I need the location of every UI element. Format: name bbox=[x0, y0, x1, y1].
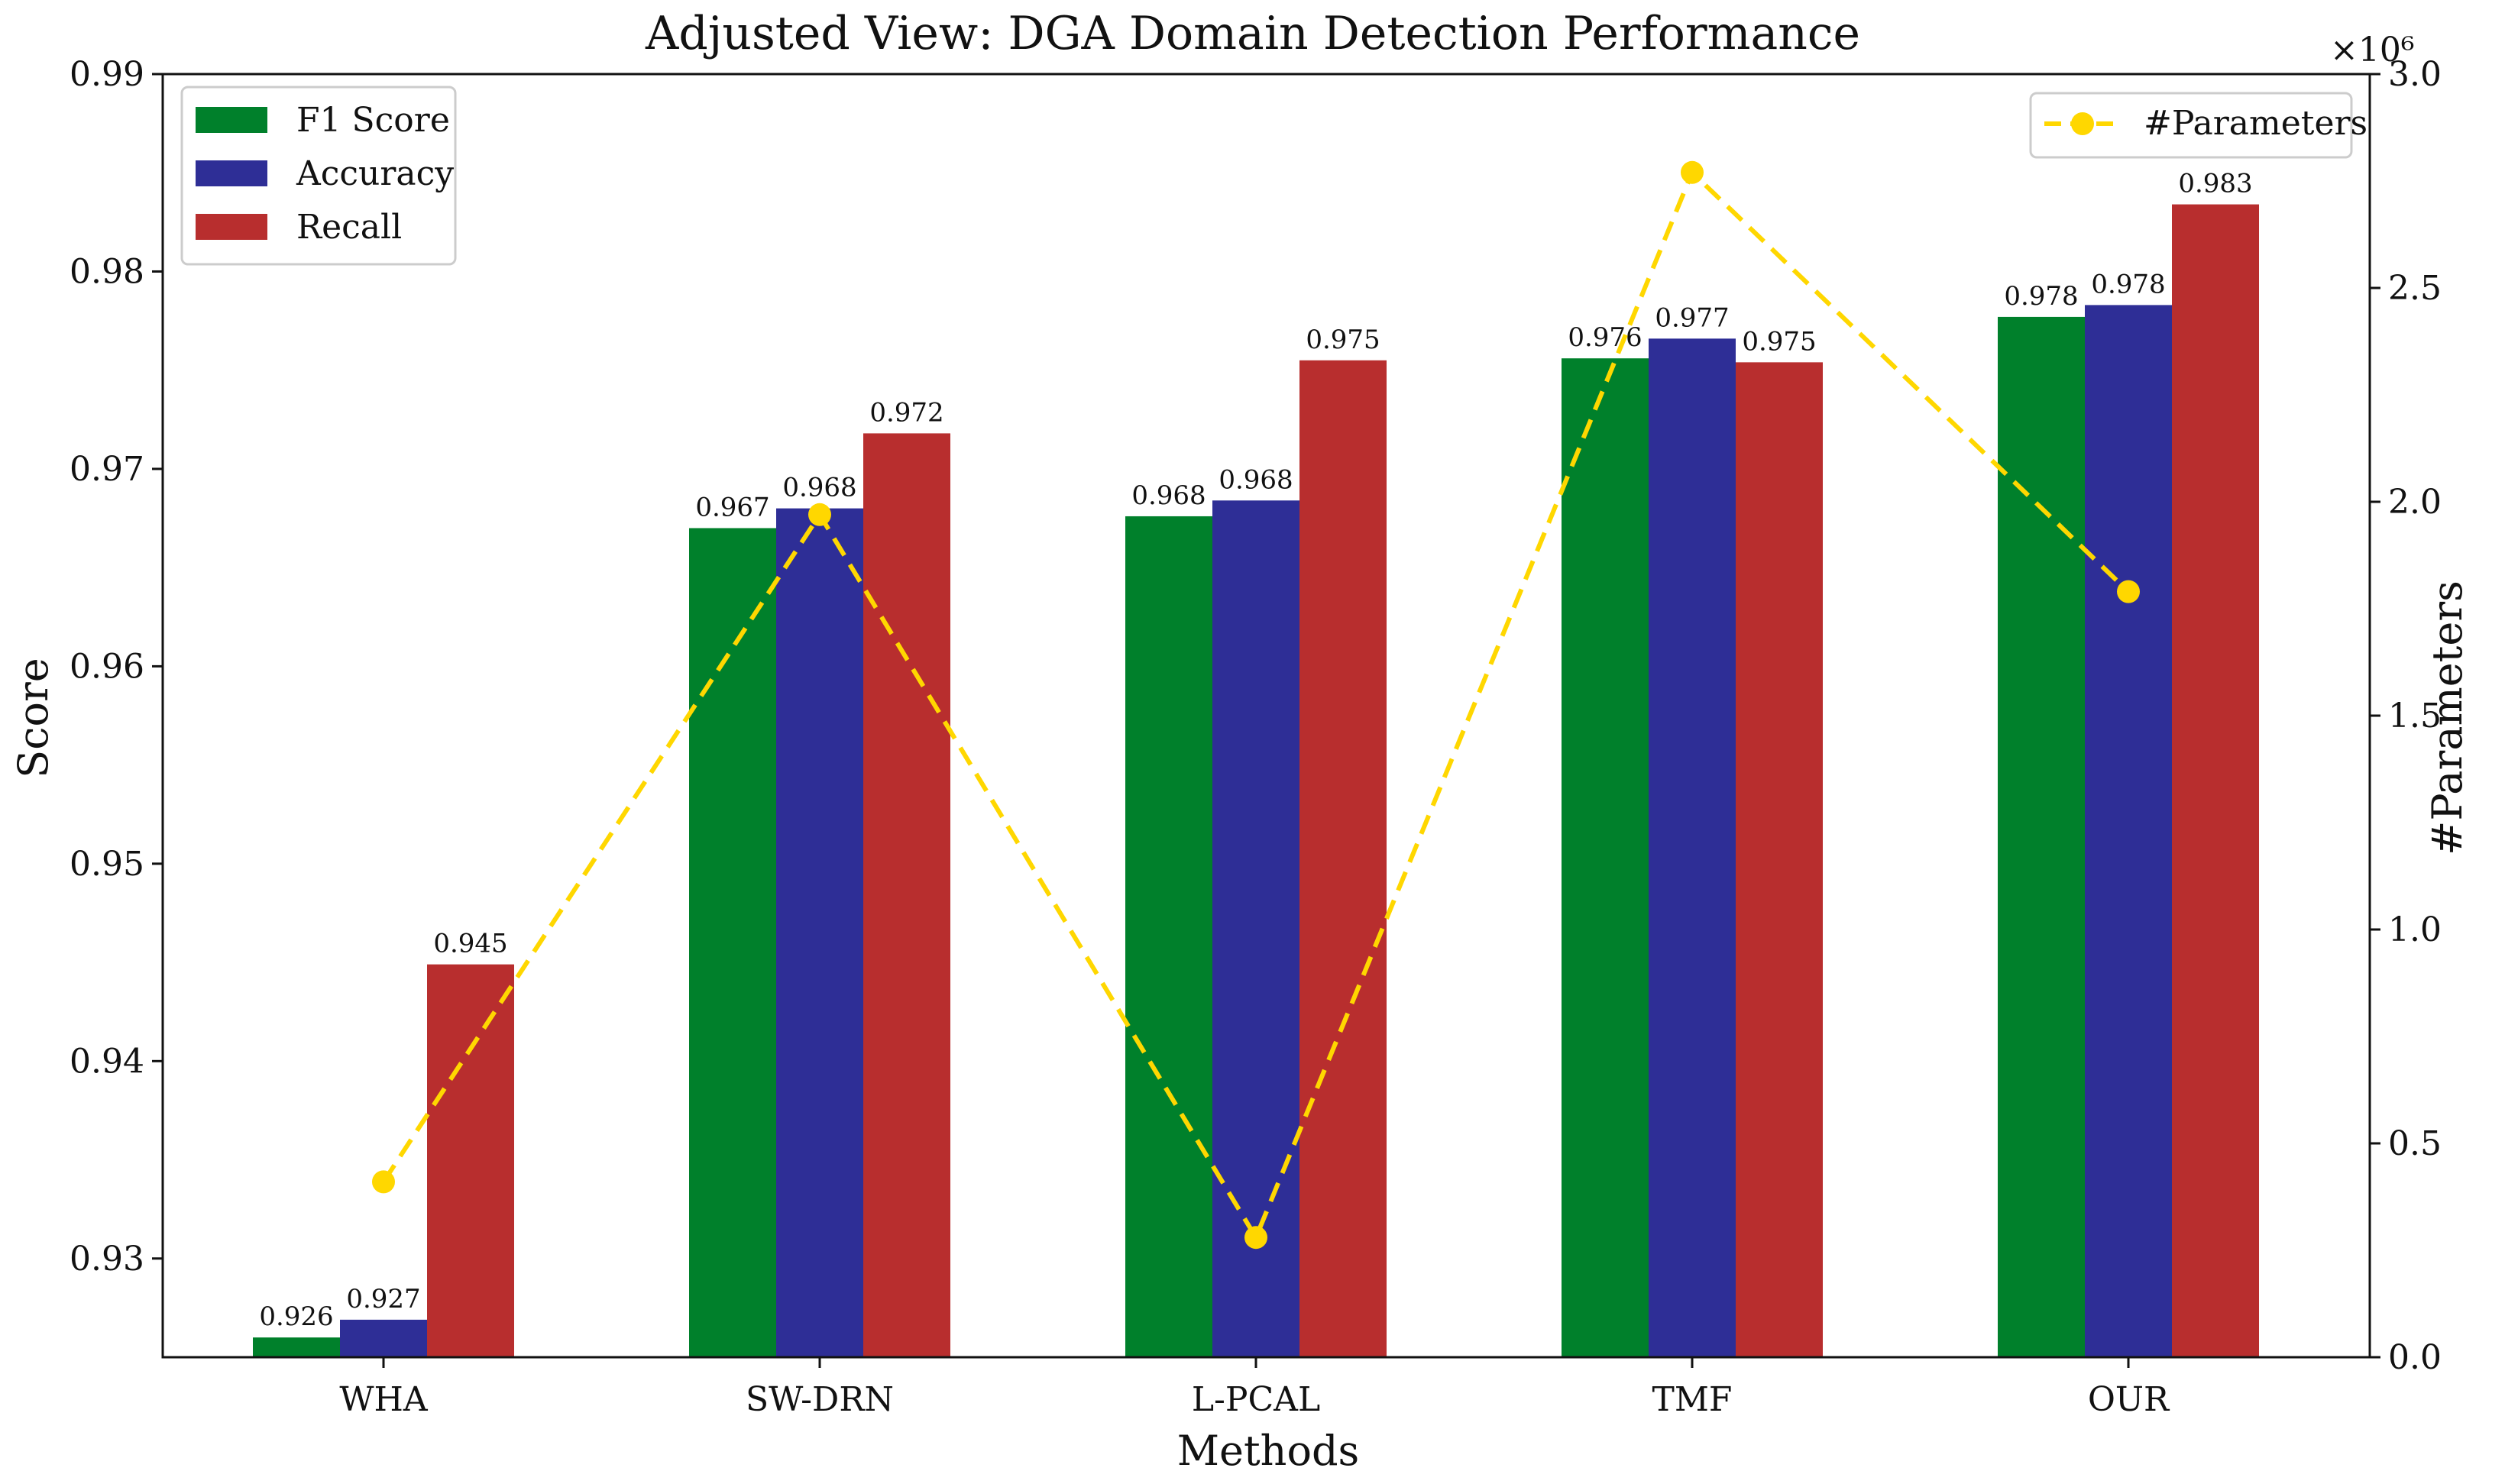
legend-swatch-f1-score bbox=[196, 107, 267, 133]
legend-swatch-accuracy bbox=[196, 160, 267, 186]
bar-f1-score-sw-drn bbox=[689, 528, 776, 1357]
y-tick-label: 0.96 bbox=[70, 647, 144, 686]
legend-label: Accuracy bbox=[296, 154, 454, 193]
bar-accuracy-tmf bbox=[1649, 338, 1736, 1357]
bar-value-label: 0.975 bbox=[1306, 325, 1380, 355]
x-tick-label: SW-DRN bbox=[746, 1380, 894, 1419]
line-legend-box bbox=[2029, 92, 2353, 159]
y2-tick-label: 1.0 bbox=[2388, 910, 2442, 949]
line-legend-label: #Parameters bbox=[2144, 104, 2367, 143]
bar-value-label: 0.976 bbox=[1568, 322, 1642, 353]
bar-recall-wha bbox=[427, 964, 514, 1357]
y2-tick-label: 0.0 bbox=[2388, 1338, 2442, 1377]
y-tick-label: 0.99 bbox=[70, 55, 144, 94]
y2-tick-label: 3.0 bbox=[2388, 55, 2442, 94]
bar-accuracy-our bbox=[2085, 305, 2172, 1357]
bar-recall-l-pcal bbox=[1299, 360, 1387, 1357]
legend-label: F1 Score bbox=[296, 101, 450, 140]
bar-value-label: 0.978 bbox=[2091, 269, 2165, 299]
bar-value-label: 0.926 bbox=[259, 1301, 333, 1332]
bar-value-label: 0.927 bbox=[346, 1284, 420, 1314]
bar-value-label: 0.977 bbox=[1655, 302, 1729, 333]
bar-f1-score-our bbox=[1998, 316, 2085, 1357]
bar-value-label: 0.978 bbox=[2004, 281, 2078, 312]
parameters-point-tmf bbox=[1681, 160, 1704, 184]
bar-recall-our bbox=[2172, 204, 2259, 1358]
bar-value-label: 0.945 bbox=[433, 929, 507, 959]
legend-label: Recall bbox=[296, 208, 402, 247]
x-tick-label: OUR bbox=[2088, 1380, 2170, 1419]
y-tick-label: 0.95 bbox=[70, 845, 144, 884]
x-tick-label: WHA bbox=[339, 1380, 429, 1419]
y-tick-label: 0.94 bbox=[70, 1042, 144, 1081]
x-axis-label: Methods bbox=[1177, 1427, 1360, 1475]
y-tick-label: 0.97 bbox=[70, 450, 144, 489]
bar-f1-score-tmf bbox=[1562, 358, 1649, 1358]
y2-tick-label: 0.5 bbox=[2388, 1124, 2442, 1163]
parameters-point-sw-drn bbox=[808, 503, 831, 526]
x-tick-label: TMF bbox=[1652, 1380, 1733, 1419]
chart-title: Adjusted View: DGA Domain Detection Perf… bbox=[645, 7, 1860, 60]
bar-accuracy-l-pcal bbox=[1212, 500, 1299, 1358]
bar-recall-sw-drn bbox=[863, 433, 950, 1357]
bar-value-label: 0.975 bbox=[1742, 326, 1816, 357]
x-tick-label: L-PCAL bbox=[1192, 1380, 1320, 1419]
bar-value-label: 0.967 bbox=[695, 492, 769, 522]
y-axis-label: Score bbox=[9, 658, 57, 778]
bar-value-label: 0.968 bbox=[1131, 480, 1206, 511]
y2-tick-label: 1.5 bbox=[2388, 697, 2442, 736]
parameters-point-l-pcal bbox=[1244, 1226, 1267, 1250]
y-tick-label: 0.98 bbox=[70, 252, 144, 291]
bar-accuracy-wha bbox=[340, 1319, 427, 1357]
bar-accuracy-sw-drn bbox=[776, 508, 863, 1357]
line-legend-marker bbox=[2071, 112, 2094, 135]
y2-axis-label: #Parameters bbox=[2423, 580, 2471, 855]
y2-tick-label: 2.0 bbox=[2388, 483, 2442, 522]
parameters-line bbox=[381, 168, 2131, 1243]
bar-recall-tmf bbox=[1736, 362, 1823, 1357]
y2-exponent-label: ×10⁶ bbox=[2330, 31, 2415, 70]
legend-swatch-recall bbox=[196, 214, 267, 240]
bar-f1-score-wha bbox=[253, 1337, 340, 1357]
bar-value-label: 0.983 bbox=[2178, 169, 2252, 199]
bar-f1-score-l-pcal bbox=[1125, 516, 1212, 1357]
bar-value-label: 0.968 bbox=[782, 473, 856, 503]
parameters-point-wha bbox=[372, 1170, 395, 1194]
y-tick-label: 0.93 bbox=[70, 1240, 144, 1279]
bar-value-label: 0.972 bbox=[869, 397, 943, 428]
y2-tick-label: 2.5 bbox=[2388, 269, 2442, 308]
bar-value-label: 0.968 bbox=[1219, 464, 1293, 495]
parameters-point-our bbox=[2117, 580, 2140, 603]
